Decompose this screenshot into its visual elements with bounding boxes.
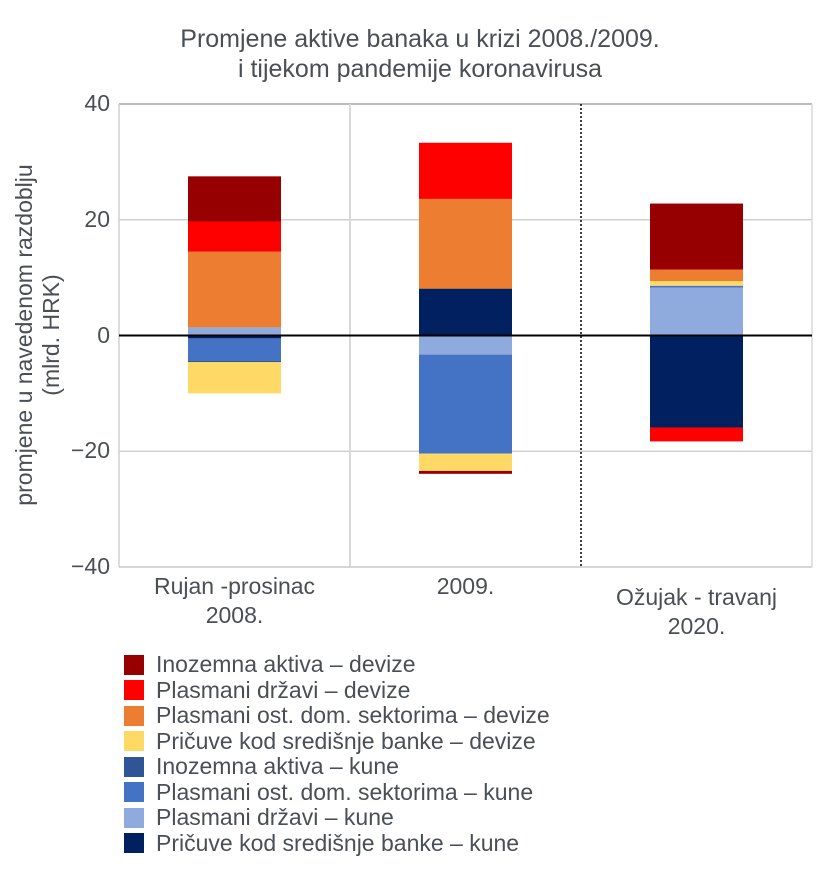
bar-segment bbox=[188, 335, 281, 339]
bar-segment bbox=[650, 335, 743, 428]
legend-label: Pričuve kod središnje banke – devize bbox=[156, 727, 536, 754]
bar-segment bbox=[650, 427, 743, 442]
x-category-label-line: 2009. bbox=[436, 573, 495, 599]
x-category-label-line: 2020. bbox=[667, 613, 726, 639]
legend-item: Inozemna aktiva – kune bbox=[124, 754, 550, 780]
bar-segment bbox=[650, 285, 743, 288]
bar-segment bbox=[419, 198, 512, 289]
x-category-label-line: 2008. bbox=[205, 602, 264, 628]
chart-title: Promjene aktive banaka u krizi 2008./200… bbox=[120, 24, 720, 84]
x-category-label: 2009. bbox=[351, 572, 581, 601]
y-tick-label: 0 bbox=[97, 321, 110, 348]
bar-segment bbox=[419, 453, 512, 471]
legend-item: Plasmani ost. dom. sektorima – kune bbox=[124, 778, 550, 806]
legend-label: Inozemna aktiva – devize bbox=[156, 651, 416, 678]
bar-segment bbox=[188, 327, 281, 336]
legend-label: Plasmani državi – kune bbox=[156, 804, 394, 831]
bar-segment bbox=[650, 287, 743, 336]
legend-swatch bbox=[124, 731, 144, 752]
legend-swatch bbox=[124, 833, 144, 854]
y-tick-label: 40 bbox=[84, 90, 110, 116]
y-tick-label: −20 bbox=[70, 437, 110, 464]
bars bbox=[188, 142, 743, 474]
bar-segment bbox=[188, 360, 281, 363]
bar-segment bbox=[419, 142, 512, 199]
legend-label: Plasmani državi – devize bbox=[156, 676, 411, 703]
y-tick-label: 20 bbox=[84, 205, 110, 232]
x-category-label: Rujan -prosinac 2008. bbox=[120, 572, 350, 630]
legend-label: Pričuve kod središnje banke – kune bbox=[156, 829, 520, 856]
axes bbox=[119, 104, 812, 567]
bar-segment bbox=[188, 338, 281, 361]
legend-label: Inozemna aktiva – kune bbox=[156, 753, 399, 780]
legend: Inozemna aktiva – devize Plasmani državi … bbox=[124, 652, 550, 856]
legend-label: Plasmani ost. dom. sektorima – devize bbox=[156, 702, 550, 729]
x-category-label-line: Rujan -prosinac bbox=[153, 573, 316, 599]
legend-swatch bbox=[124, 756, 144, 777]
legend-label: Plasmani ost. dom. sektorima – kune bbox=[156, 778, 534, 805]
legend-item: Pričuve kod središnje banke – kune bbox=[124, 829, 550, 857]
legend-item: Plasmani državi – devize bbox=[124, 676, 550, 704]
legend-swatch bbox=[124, 782, 144, 803]
bar-segment bbox=[188, 176, 281, 222]
legend-item: Pričuve kod središnje banke – devize bbox=[124, 727, 550, 755]
chart-title-line-1: Promjene aktive banaka u krizi 2008./200… bbox=[180, 25, 660, 53]
bar-segment bbox=[419, 470, 512, 474]
bar-segment bbox=[650, 281, 743, 286]
x-category-label: Ožujak - travanj 2020. bbox=[582, 583, 812, 641]
legend-swatch bbox=[124, 807, 144, 828]
bar-segment bbox=[188, 221, 281, 252]
bar-segment bbox=[650, 203, 743, 270]
bar-segment bbox=[419, 288, 512, 336]
legend-item: Plasmani ost. dom. sektorima – devize bbox=[124, 703, 550, 729]
y-tick-label: −40 bbox=[70, 553, 110, 579]
bar-segment bbox=[419, 335, 512, 355]
bar-segment bbox=[188, 362, 281, 394]
bar-segment bbox=[419, 354, 512, 454]
legend-swatch bbox=[124, 680, 144, 701]
bar-segment bbox=[188, 251, 281, 328]
legend-swatch bbox=[124, 654, 144, 675]
chart-title-line-2: i tijekom pandemije koronavirusa bbox=[237, 55, 603, 83]
bar-segment bbox=[650, 269, 743, 282]
legend-item: Inozemna aktiva – devize bbox=[124, 652, 550, 678]
legend-item: Plasmani državi – kune bbox=[124, 805, 550, 831]
legend-swatch bbox=[124, 705, 144, 726]
x-category-label-line: Ožujak - travanj bbox=[615, 584, 778, 610]
